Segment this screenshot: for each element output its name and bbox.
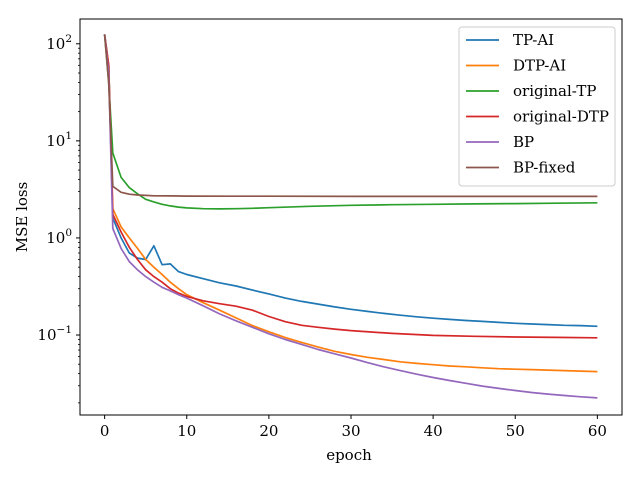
- legend-label-tp-ai: TP-AI: [513, 31, 554, 49]
- y-tick-label: 100: [46, 227, 72, 247]
- series-line-dtp-ai: [103, 34, 598, 373]
- series-line-original-dtp: [103, 34, 598, 339]
- x-axis-title: epoch: [326, 446, 372, 464]
- legend-label-bp-fixed: BP-fixed: [513, 159, 576, 177]
- legend: TP-AI DTP-AI original-TP original-DTP BP BP-f…: [458, 26, 616, 187]
- x-tick-label: 0: [100, 422, 110, 440]
- series-line-original-tp: [103, 34, 598, 210]
- x-axis: 0 10 20 30 40 50 60: [100, 415, 607, 440]
- x-tick-label: 30: [341, 422, 360, 440]
- series-line-bp: [103, 34, 598, 399]
- legend-box: [458, 26, 616, 187]
- y-axis-title: MSE loss: [13, 182, 31, 253]
- y-axis: 102 101 100 10−1: [37, 33, 80, 404]
- legend-label-dtp-ai: DTP-AI: [513, 57, 566, 75]
- legend-label-original-dtp: original-DTP: [513, 108, 609, 126]
- x-tick-label: 60: [588, 422, 607, 440]
- x-tick-label: 10: [177, 422, 196, 440]
- x-tick-label: 50: [506, 422, 525, 440]
- legend-label-bp: BP: [513, 133, 534, 151]
- y-tick-label: 102: [46, 33, 72, 53]
- series-layer: [103, 34, 598, 399]
- legend-label-original-tp: original-TP: [513, 82, 596, 100]
- series-line-bp-fixed: [103, 34, 598, 198]
- x-tick-label: 20: [259, 422, 278, 440]
- y-tick-label: 101: [46, 130, 72, 150]
- x-tick-label: 40: [424, 422, 443, 440]
- y-tick-label: 10−1: [37, 324, 72, 344]
